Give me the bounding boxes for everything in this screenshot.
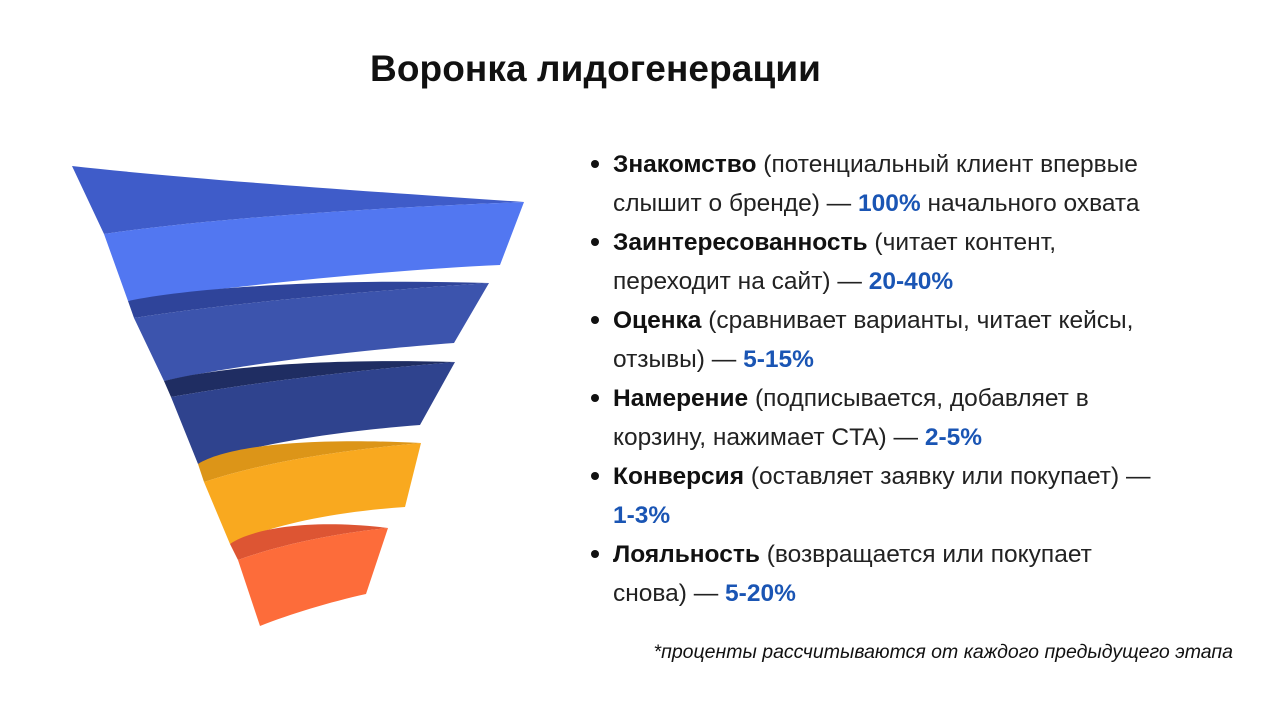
funnel-stage-3-back-wave — [164, 361, 455, 397]
stage-name: Знакомство — [613, 151, 757, 178]
bullet-icon — [591, 394, 599, 402]
stage-item-awareness: Знакомство (потенциальный клиент впервые… — [588, 145, 1248, 223]
stage-rate: 5-15% — [743, 346, 814, 373]
stage-description-cont: отзывы) — — [613, 346, 744, 373]
funnel-stage-4-back-wave — [198, 441, 421, 482]
stage-item-conversion: Конверсия (оставляет заявку или покупает… — [588, 457, 1248, 535]
page-title: Воронка лидогенерации — [370, 48, 822, 89]
stage-description: (сравнивает варианты, читает кейсы, — [701, 307, 1134, 334]
stage-description-cont: слышит о бренде) — — [613, 190, 858, 217]
footnote: *проценты рассчитываются от каждого пред… — [653, 641, 1234, 663]
stage-rate: 100% — [857, 190, 921, 217]
stage-name: Намерение — [613, 385, 749, 412]
stage-description-cont: переходит на сайт) — — [613, 268, 869, 295]
funnel-stage-1-back-wave — [72, 166, 524, 234]
funnel-diagram — [72, 166, 524, 626]
funnel-stage-5-front — [238, 528, 388, 626]
stage-description: (оставляет заявку или покупает) — — [744, 463, 1151, 490]
stage-description: (читает контент, — [867, 229, 1057, 256]
funnel-stage-4-front — [204, 443, 421, 544]
bullet-icon — [591, 316, 599, 324]
funnel-stage-2-front — [134, 283, 489, 381]
stage-name: Конверсия — [613, 463, 745, 490]
funnel-stage-2-back-wave — [128, 281, 489, 318]
funnel-stage-3-front — [171, 362, 455, 464]
bullet-icon — [591, 472, 599, 480]
stage-name: Лояльность — [613, 541, 760, 568]
bullet-icon — [591, 160, 599, 168]
stage-name: Заинтересованность — [613, 229, 868, 256]
funnel-stage-1-front — [104, 202, 524, 301]
stage-rate: 5-20% — [725, 580, 796, 607]
stage-rate: 2-5% — [924, 424, 983, 451]
stage-description-cont: снова) — — [613, 580, 726, 607]
stage-rate: 1-3% — [613, 502, 671, 529]
stage-description: (подписывается, добавляет в — [748, 385, 1089, 412]
bullet-icon — [591, 238, 599, 246]
bullet-icon — [591, 550, 599, 558]
stage-item-loyalty: Лояльность (возвращается или покупает сн… — [588, 535, 1248, 613]
funnel-stage-list: Знакомство (потенциальный клиент впервые… — [588, 145, 1248, 613]
stage-description: (возвращается или покупает — [759, 541, 1092, 568]
stage-name: Оценка — [613, 307, 702, 334]
stage-item-evaluation: Оценка (сравнивает варианты, читает кейс… — [588, 301, 1248, 379]
stage-item-interest: Заинтересованность (читает контент, пере… — [588, 223, 1248, 301]
stage-description-cont: корзину, нажимает CTA) — — [613, 424, 925, 451]
funnel-stage-5-back-wave — [230, 524, 388, 560]
stage-description: (потенциальный клиент впервые — [756, 151, 1138, 178]
stage-rate-note: начального охвата — [920, 190, 1140, 217]
stage-item-intent: Намерение (подписывается, добавляет в ко… — [588, 379, 1248, 457]
stage-rate: 20-40% — [868, 268, 954, 295]
